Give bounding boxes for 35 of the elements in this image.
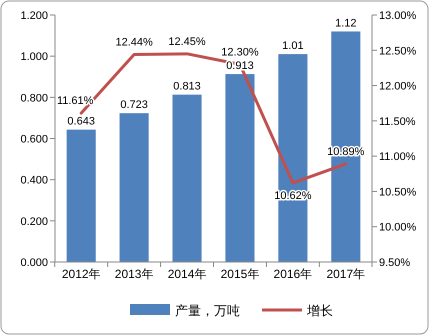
y-tick-label: 0.800 bbox=[20, 92, 48, 104]
x-tick-label: 2012年 bbox=[62, 267, 101, 281]
data-label: 0.723 bbox=[120, 99, 148, 112]
y-tick-label: 0.000 bbox=[20, 257, 48, 269]
y-tick-label: 1.000 bbox=[20, 51, 48, 64]
y2-tick-label: 12.50% bbox=[379, 45, 417, 58]
legend-label: 增长 bbox=[306, 303, 333, 318]
x-tick-label: 2016年 bbox=[274, 267, 312, 281]
data-label: 1.12 bbox=[335, 17, 357, 30]
data-label: 12.44% bbox=[115, 36, 153, 49]
data-label: 0.643 bbox=[67, 116, 95, 128]
bar bbox=[172, 94, 202, 262]
data-label: 12.30% bbox=[221, 46, 259, 58]
x-tick-label: 2014年 bbox=[168, 267, 206, 281]
bar bbox=[120, 113, 149, 262]
y2-tick-label: 13.00% bbox=[379, 10, 417, 22]
data-label: 12.45% bbox=[168, 36, 206, 48]
y-tick-label: 1.200 bbox=[20, 10, 48, 22]
x-tick-label: 2013年 bbox=[114, 267, 154, 281]
y-tick-label: 0.200 bbox=[20, 216, 48, 228]
bar bbox=[66, 130, 96, 262]
legend-label: 产量，万吨 bbox=[175, 303, 240, 318]
y2-tick-label: 11.50% bbox=[379, 116, 416, 128]
data-label: 0.813 bbox=[173, 80, 201, 93]
bar bbox=[225, 74, 255, 262]
y2-tick-label: 9.50% bbox=[379, 257, 410, 269]
y2-tick-label: 11.00% bbox=[379, 151, 416, 164]
y2-tick-label: 12.00% bbox=[379, 80, 417, 93]
y2-tick-label: 10.00% bbox=[379, 222, 417, 234]
x-tick-label: 2015年 bbox=[220, 267, 260, 281]
y2-tick-label: 10.50% bbox=[379, 186, 417, 198]
y-tick-label: 0.400 bbox=[20, 174, 48, 187]
y-tick-label: 0.600 bbox=[20, 134, 48, 146]
data-label: 1.01 bbox=[282, 40, 304, 52]
x-tick-label: 2017年 bbox=[326, 267, 366, 281]
